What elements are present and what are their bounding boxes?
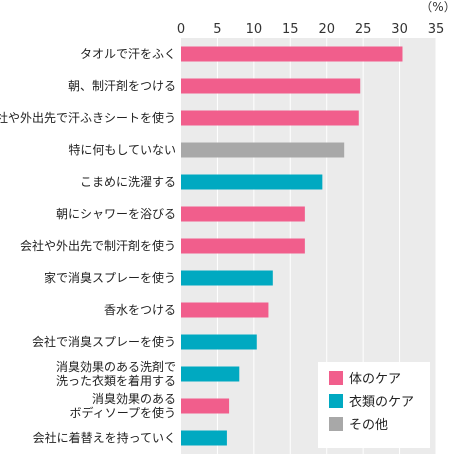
bars xyxy=(181,46,403,446)
category-label: 朝にシャワーを浴びる xyxy=(56,207,176,221)
category-label: 会社や外出先で制汗剤を使う xyxy=(20,238,176,253)
x-tick-label: 0 xyxy=(177,22,185,37)
category-label: 朝、制汗剤をつける xyxy=(68,78,176,93)
category-label: こまめに洗濯する xyxy=(80,175,176,189)
bar xyxy=(181,206,305,222)
bar xyxy=(181,270,273,286)
category-label: 会社や外出先で汗ふきシートを使う xyxy=(0,110,176,125)
x-tick-label: 30 xyxy=(391,22,408,37)
x-tick-label: 20 xyxy=(318,22,335,37)
bar xyxy=(181,238,305,254)
bar xyxy=(181,174,323,190)
category-label: 消臭効果のある洗剤で xyxy=(56,359,176,374)
bar xyxy=(181,398,230,414)
legend-swatch xyxy=(329,394,343,408)
bar xyxy=(181,46,403,62)
category-label: ボディソープを使う xyxy=(70,405,176,420)
category-label: 家で消臭スプレーを使う xyxy=(44,270,176,285)
category-label: 洗った衣類を着用する xyxy=(56,373,176,388)
x-tick-label: 25 xyxy=(355,22,372,37)
category-label: 香水をつける xyxy=(104,303,176,317)
legend-swatch xyxy=(329,417,343,431)
x-axis-ticks: 0 5 10 15 20 25 30 35 xyxy=(177,22,444,37)
legend-label: 体のケア xyxy=(349,372,401,387)
category-label: 会社に着替えを持っていく xyxy=(33,430,176,445)
category-label: 特に何もしていない xyxy=(68,142,176,157)
x-tick-label: 15 xyxy=(282,22,299,37)
legend-swatch xyxy=(329,371,343,385)
bar xyxy=(181,334,257,350)
bar xyxy=(181,110,359,126)
x-tick-label: 5 xyxy=(213,22,221,37)
category-label: 消臭効果のある xyxy=(92,391,176,406)
x-tick-label: 10 xyxy=(246,22,263,37)
bar xyxy=(181,78,361,94)
x-tick-label: 35 xyxy=(428,22,445,37)
category-label: タオルで汗をふく xyxy=(80,47,176,61)
bar xyxy=(181,142,345,158)
bar xyxy=(181,430,227,446)
category-labels: タオルで汗をふく朝、制汗剤をつける会社や外出先で汗ふきシートを使う特に何もしてい… xyxy=(0,47,176,445)
bar xyxy=(181,366,240,382)
unit-label: （%） xyxy=(420,0,450,14)
legend-label: その他 xyxy=(349,418,388,433)
legend-label: 衣類のケア xyxy=(349,394,414,410)
category-label: 会社で消臭スプレーを使う xyxy=(32,334,176,349)
bar xyxy=(181,302,269,318)
